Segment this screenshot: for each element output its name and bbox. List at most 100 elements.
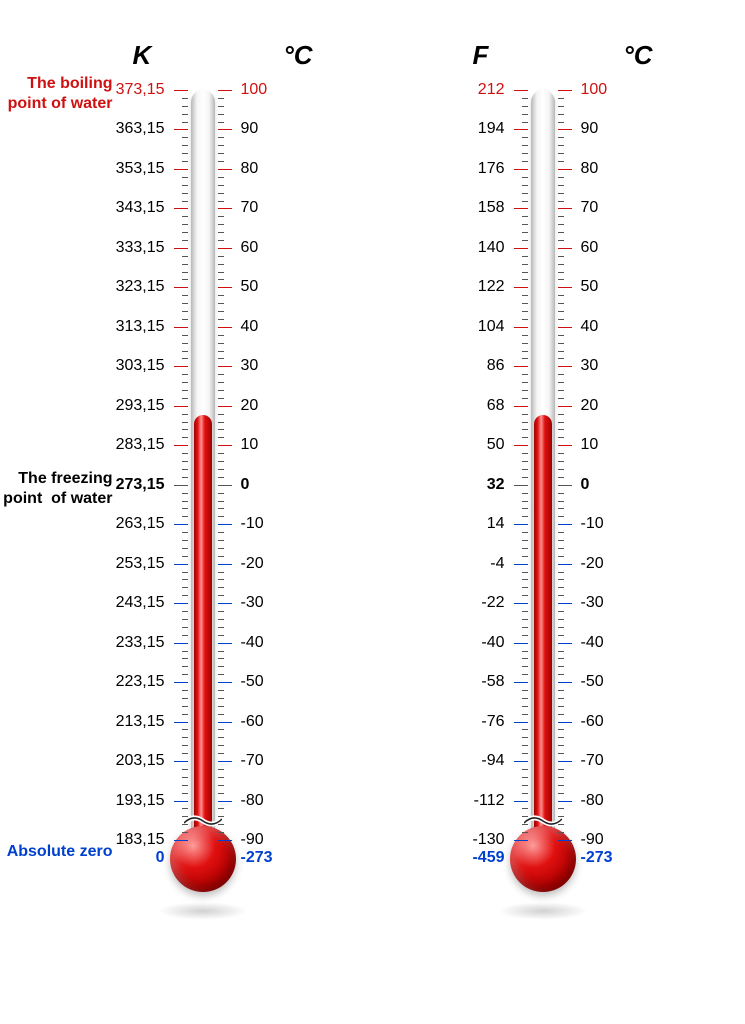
- scale-value: 100: [581, 82, 608, 98]
- scale-header-right: °C: [283, 40, 312, 71]
- mercury-column: [534, 415, 552, 840]
- scale-value: -80: [241, 793, 264, 809]
- thermometer-tube: [188, 90, 218, 870]
- scale-value: 70: [581, 200, 599, 216]
- scale-value: 183,15: [116, 832, 165, 848]
- scale-value: -22: [481, 595, 504, 611]
- scale-value: 40: [241, 319, 259, 335]
- scale-value: 233,15: [116, 635, 165, 651]
- scale-value: 10: [581, 437, 599, 453]
- scale-value: -30: [581, 595, 604, 611]
- scale-value: -10: [581, 516, 604, 532]
- scale-value: 70: [241, 200, 259, 216]
- scale-value: 10: [241, 437, 259, 453]
- scale-value: -80: [581, 793, 604, 809]
- scale-value: -50: [581, 674, 604, 690]
- scale-value: 194: [478, 121, 505, 137]
- scale-value: -273: [241, 850, 273, 866]
- right-tick-marks: [218, 90, 238, 840]
- scale-value: -20: [241, 556, 264, 572]
- scale-header-left: F: [473, 40, 489, 71]
- scale-value: 90: [581, 121, 599, 137]
- scale-value: -10: [241, 516, 264, 532]
- scale-header-left: K: [133, 40, 152, 71]
- scale-value: 140: [478, 240, 505, 256]
- annotation-boiling-point: The boiling point of water: [8, 74, 113, 114]
- scale-value: 353,15: [116, 161, 165, 177]
- scale-value: 176: [478, 161, 505, 177]
- bulb-shadow: [498, 902, 588, 920]
- scale-value: 243,15: [116, 595, 165, 611]
- scale-value: 14: [487, 516, 505, 532]
- scale-value: 213,15: [116, 714, 165, 730]
- scale-value: 80: [581, 161, 599, 177]
- scale-value: 343,15: [116, 200, 165, 216]
- left-tick-marks: [168, 90, 188, 840]
- scale-value: -90: [581, 832, 604, 848]
- scale-value: 50: [241, 279, 259, 295]
- scale-value: 203,15: [116, 753, 165, 769]
- scale-value: 80: [241, 161, 259, 177]
- scale-value: 20: [581, 398, 599, 414]
- scale-value: 253,15: [116, 556, 165, 572]
- scale-value: -459: [472, 850, 504, 866]
- scale-value: 158: [478, 200, 505, 216]
- scale-value: -130: [472, 832, 504, 848]
- scale-value: -30: [241, 595, 264, 611]
- scale-value: 212: [478, 82, 505, 98]
- scale-value: 30: [241, 358, 259, 374]
- scale-value: -60: [241, 714, 264, 730]
- scale-value: 0: [581, 477, 590, 493]
- scale-value: 313,15: [116, 319, 165, 335]
- scale-value: -58: [481, 674, 504, 690]
- scale-value: 68: [487, 398, 505, 414]
- scale-value: 373,15: [116, 82, 165, 98]
- scale-value: 323,15: [116, 279, 165, 295]
- scale-value: 283,15: [116, 437, 165, 453]
- left-tick-marks: [508, 90, 528, 840]
- scale-value: 273,15: [116, 477, 165, 493]
- scale-value: 60: [241, 240, 259, 256]
- scale-value: 0: [241, 477, 250, 493]
- scale-value: -273: [581, 850, 613, 866]
- scale-value: 104: [478, 319, 505, 335]
- scale-header-right: °C: [623, 40, 652, 71]
- scale-value: 60: [581, 240, 599, 256]
- scale-value: 90: [241, 121, 259, 137]
- scale-value: -40: [241, 635, 264, 651]
- scale-value: 0: [156, 850, 165, 866]
- scale-value: -112: [474, 793, 505, 809]
- scale-value: 303,15: [116, 358, 165, 374]
- scale-value: 122: [478, 279, 505, 295]
- scale-value: 263,15: [116, 516, 165, 532]
- thermometer-fahrenheit-celsius: F °C 212 194 176 158 140 122 104 86 68 50 32 14 -4 -22 -…: [413, 40, 673, 960]
- mercury-column: [194, 415, 212, 840]
- thermometer-tube: [528, 90, 558, 870]
- right-tick-marks: [558, 90, 578, 840]
- annotation-freezing-point: The freezing point of water: [3, 469, 112, 509]
- annotation-absolute-zero: Absolute zero: [7, 842, 113, 862]
- scale-value: 40: [581, 319, 599, 335]
- scale-value: -40: [481, 635, 504, 651]
- scale-value: 32: [487, 477, 505, 493]
- scale-value: 50: [581, 279, 599, 295]
- scale-value: 50: [487, 437, 505, 453]
- bulb-shadow: [158, 902, 248, 920]
- scale-value: 100: [241, 82, 268, 98]
- scale-value: -76: [481, 714, 504, 730]
- scale-value: -60: [581, 714, 604, 730]
- scale-value: 223,15: [116, 674, 165, 690]
- scale-value: -94: [481, 753, 504, 769]
- scale-value: 333,15: [116, 240, 165, 256]
- scale-value: 86: [487, 358, 505, 374]
- scale-value: -50: [241, 674, 264, 690]
- scale-value: -20: [581, 556, 604, 572]
- scale-value: -4: [490, 556, 504, 572]
- scale-value: 193,15: [116, 793, 165, 809]
- scale-value: -90: [241, 832, 264, 848]
- scale-value: 30: [581, 358, 599, 374]
- scale-value: -40: [581, 635, 604, 651]
- scale-value: 20: [241, 398, 259, 414]
- scale-value: 293,15: [116, 398, 165, 414]
- scale-value: -70: [581, 753, 604, 769]
